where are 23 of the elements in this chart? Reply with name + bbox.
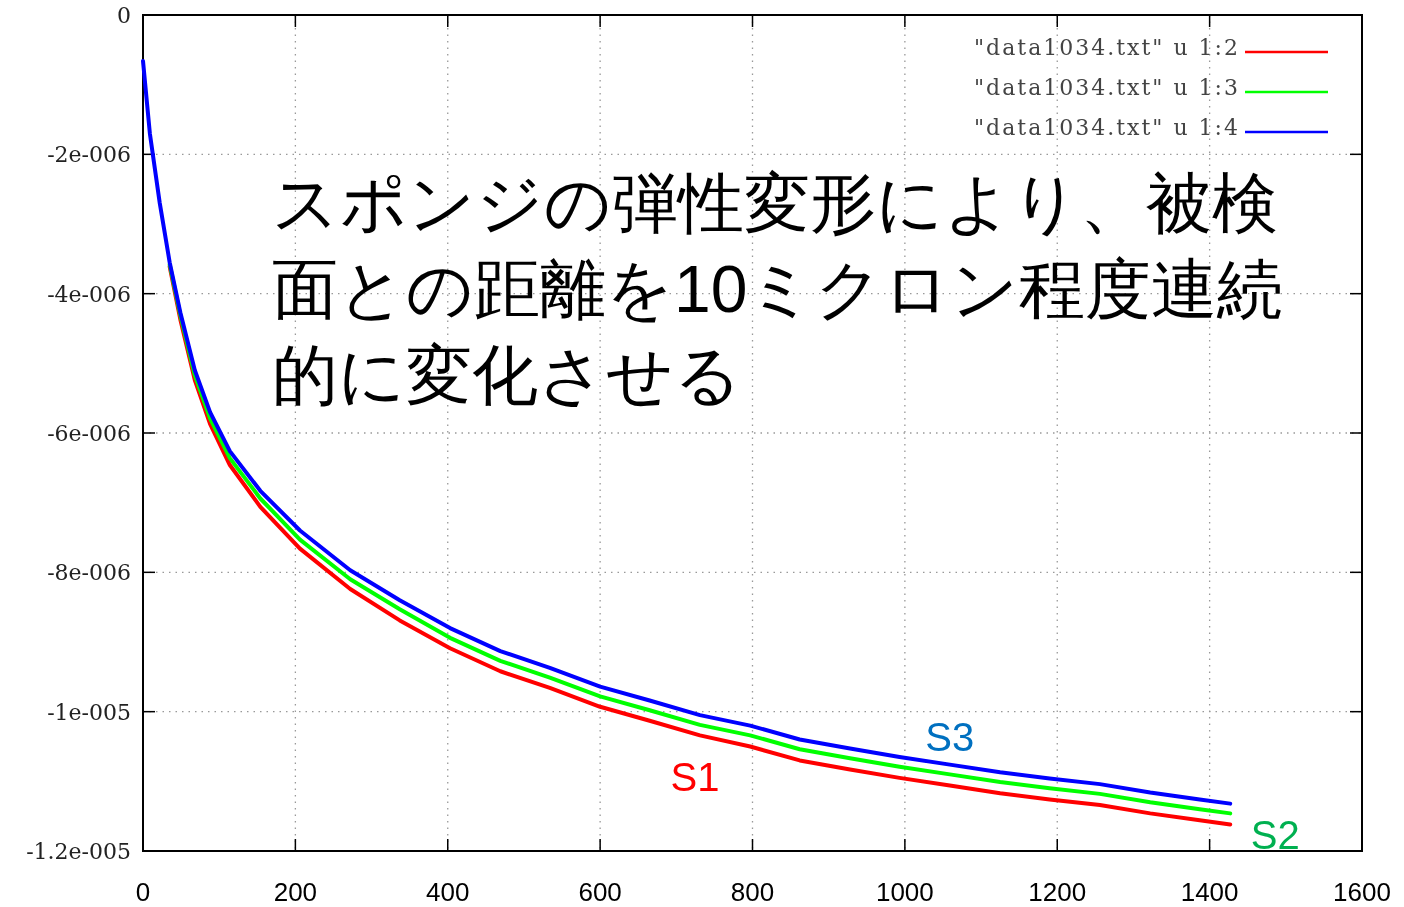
x-tick-label: 600 xyxy=(578,877,622,907)
legend-label: "data1034.txt" u 1:2 xyxy=(973,35,1240,60)
x-tick-label: 1400 xyxy=(1180,877,1239,907)
legend-label: "data1034.txt" u 1:3 xyxy=(973,75,1240,100)
y-tick-label: -1.2e-005 xyxy=(26,839,131,864)
annotation: スポンジの弾性変形により、被検面との距離を10ミクロン程度連続的に変化させる xyxy=(272,165,1285,414)
legend-label: "data1034.txt" u 1:4 xyxy=(973,115,1240,140)
y-tick-label: -1e-005 xyxy=(47,699,131,725)
x-tick-label: 1000 xyxy=(875,877,934,907)
x-tick-label: 1600 xyxy=(1333,877,1391,907)
x-tick-label: 400 xyxy=(426,877,470,907)
x-tick-label: 800 xyxy=(730,877,775,907)
y-tick-label: -8e-006 xyxy=(47,560,131,586)
x-tick-label: 200 xyxy=(273,877,318,907)
annotation: S2 xyxy=(1250,813,1300,858)
annotation: S1 xyxy=(670,755,720,800)
annotation: S3 xyxy=(925,714,975,759)
y-tick-label: 0 xyxy=(117,3,131,28)
y-tick-label: -6e-006 xyxy=(47,421,131,446)
y-tick-label: -2e-006 xyxy=(47,142,131,168)
x-tick-label: 0 xyxy=(135,877,151,907)
x-tick-label: 1200 xyxy=(1028,877,1087,907)
y-tick-label: -4e-006 xyxy=(47,281,131,307)
